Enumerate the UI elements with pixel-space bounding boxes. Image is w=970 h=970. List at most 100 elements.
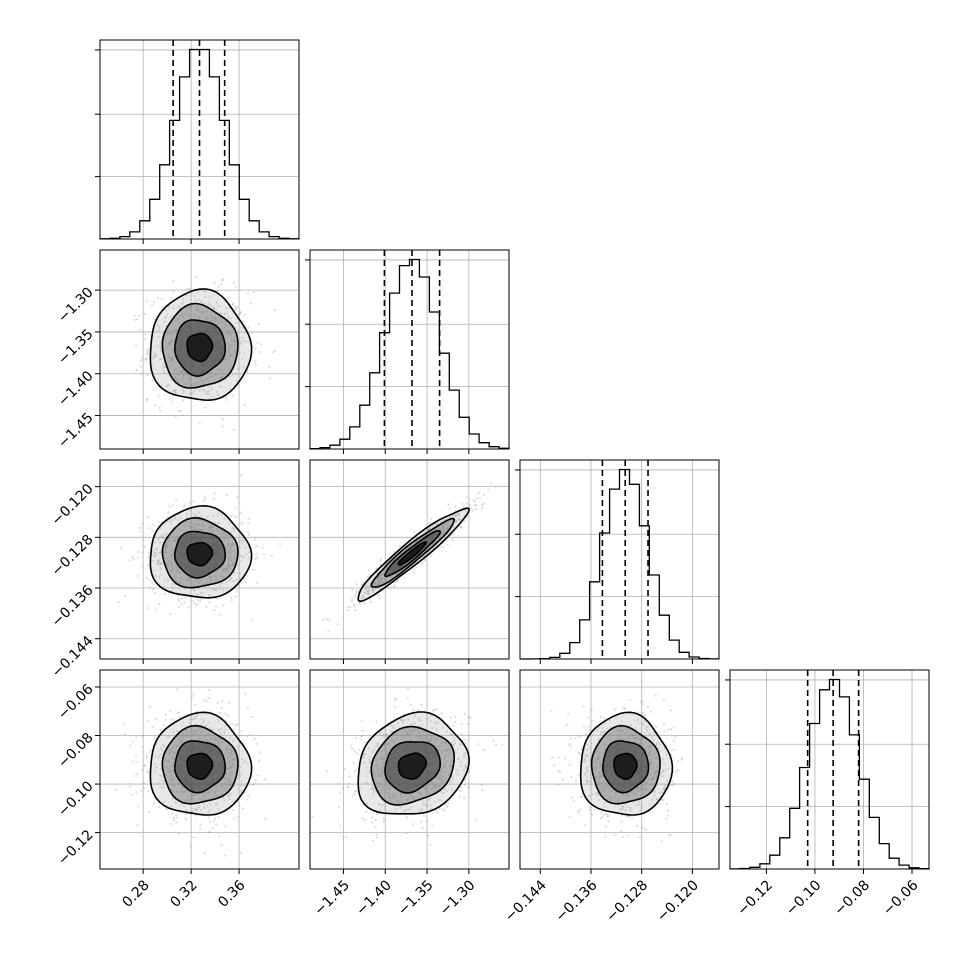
panel-3-1-sample-point [360,719,363,722]
panel-1-0-sample-point [136,318,139,321]
panel-1-0-sample-point [205,310,208,313]
panel-1-0-sample-point [227,362,230,365]
panel-3-0-sample-point [256,742,259,745]
panel-1-0-sample-point [181,379,184,382]
panel-2-2-histogram [520,468,720,660]
panel-3-1-sample-point [454,715,457,718]
panel-1-0-sample-point [166,384,169,387]
panel-3-1-sample-point [393,705,396,709]
panel-1-0-sample-point [225,307,228,310]
panel-2-0-sample-point [236,495,239,499]
panel-1-0-sample-point [156,324,159,327]
panel-1-0-sample-point [206,392,209,395]
panel-1-0-sample-point [205,392,208,395]
panel-2-0-sample-point [146,515,150,519]
panel-3-1-sample-point [465,741,468,744]
panel-2-0-sample-point [191,500,194,503]
panel-2-1-sample-point [465,496,468,499]
panel-1-0-sample-point [206,316,209,319]
panel-1-0-sample-point [234,321,237,325]
panel-2-1-sample-point [355,583,358,586]
panel-3-0-sample-point [176,711,179,715]
panel-1-0-sample-point [208,375,211,378]
panel-1-0-sample-point [230,333,233,337]
panel-3-1-sample-point [501,743,504,746]
panel-1-0-sample-point [239,311,242,315]
panel-1-0-sample-point [233,350,236,353]
panel-1-0-sample-point [223,358,226,361]
panel-3-0-sample-point [216,701,219,705]
panel-1-0-sample-point [173,361,176,364]
panel-1-0-sample-point [199,378,202,381]
panel-2-0-sample-point [140,522,144,525]
panel-3-0-sample-point [185,818,188,821]
panel-1-0-sample-point [161,364,164,367]
panel-1-1-grid [310,250,509,449]
panel-3-0-sample-point [239,734,242,737]
panel-1-0-sample-point [167,342,171,345]
panel-1-0-sample-point [154,353,157,356]
panel-3-0-sample-point [241,807,245,810]
panel-3-1-sample-point [443,809,446,812]
panel-3-1-sample-point [341,787,344,790]
panel-1-0-sample-point [220,312,223,315]
panel-3-0-sample-point [247,794,250,797]
panel-3-0-sample-point [220,699,223,703]
panel-1-0-sample-point [221,369,224,372]
panel-3-1-sample-point [407,688,410,691]
panel-1-0-sample-point [233,340,237,343]
panel-1-0-sample-point [237,322,240,325]
panel-1-0-sample-point [196,306,199,309]
panel-3-0-sample-point [175,821,178,824]
panel-1-0-sample-point [188,287,191,290]
panel-1-0-sample-point [188,305,191,308]
panel-1-0-sample-point [159,358,162,361]
panel-1-0-sample-point [229,353,232,357]
panel-1-0-sample-point [184,383,187,386]
panel-1-0-sample-point [157,395,160,398]
panel-3-1-sample-point [356,753,359,756]
panel-3-0-sample-point [240,730,243,733]
panel-1-0-sample-point [208,393,211,396]
panel-3-1-sample-point [412,709,415,712]
panel-1-0-sample-point [169,359,172,362]
panel-1-0-sample-point [228,347,231,350]
panel-1-0-sample-point [177,374,180,377]
panel-1-0-sample-point [222,358,226,361]
panel-1-0-sample-point [219,318,222,321]
panel-3-0-sample-point [207,689,210,692]
panel-1-0-sample-point [145,300,148,303]
panel-1-0-sample-point [233,350,236,353]
panel-3-0-sample-point [145,757,148,760]
panel-3-1-sample-point [359,737,362,740]
panel-3-0-sample-point [256,774,259,777]
panel-3-0-sample-point [162,724,165,727]
panel-1-0-sample-point [181,373,185,376]
panel-1-0-sample-point [217,315,220,318]
panel-1-0-sample-point [146,349,149,352]
panel-2-1-sample-point [446,543,449,546]
panel-3-1-sample-point [446,806,449,809]
panel-1-0-sample-point [158,344,161,347]
panel-3-0-sample-point [231,723,234,726]
panel-2-0-sample-point [213,492,216,495]
panel-1-0-sample-point [159,350,162,353]
panel-3-0-sample-point [208,831,211,834]
panel-2-1-sample-point [367,569,370,572]
panel-1-0-sample-point [243,403,246,407]
panel-1-1-frame [309,249,510,450]
panel-2-1-sample-point [389,587,392,590]
panel-3-2-sample-point [607,820,610,823]
panel-3-0-sample-point [149,749,152,753]
panel-3-0-sample-point [214,817,217,820]
panel-1-0-sample-point [168,327,171,330]
panel-1-0-sample-point [247,326,250,329]
panel-2-0-sample-point [154,591,157,595]
panel-3-2-sample-point [671,780,674,783]
panel-3-2-sample-point [641,711,644,714]
panel-1-0-sample-point [228,306,231,310]
panel-1-0-sample-point [197,309,200,312]
panel-1-0-sample-point [158,358,162,361]
panel-1-0-sample-point [178,366,181,369]
panel-1-0-sample-point [173,339,176,342]
